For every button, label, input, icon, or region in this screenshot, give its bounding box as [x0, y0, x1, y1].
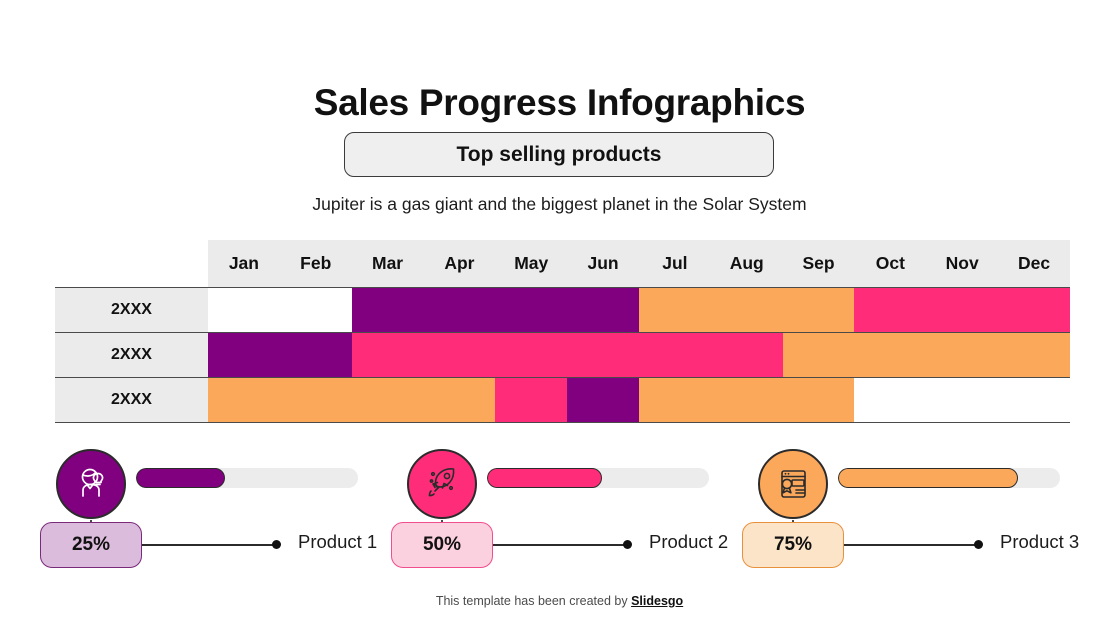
month-header-cell: Mar	[372, 253, 404, 273]
label-connector-line	[142, 544, 276, 546]
percent-badge: 50%	[391, 522, 493, 568]
product-label: Product 3	[1000, 531, 1080, 552]
gantt-divider	[55, 286, 1070, 289]
percent-value: 25%	[71, 534, 111, 555]
month-header-row: Jan Feb Mar Apr May Jun Jul Aug Sep Oct Nov Dec	[208, 240, 1070, 287]
progress-track[interactable]	[136, 468, 358, 488]
gantt-segment-empty	[854, 378, 1070, 422]
gantt-row-label: 2XXX	[55, 378, 208, 422]
gantt-segment-orange	[782, 333, 1070, 377]
gantt-divider	[55, 421, 1070, 424]
progress-track[interactable]	[487, 468, 709, 488]
label-connector-line	[844, 544, 978, 546]
progress-track[interactable]	[838, 468, 1060, 488]
product-card: 75% Product 3	[742, 444, 1102, 579]
certificate-document-icon	[758, 449, 828, 519]
page-title: Sales Progress Infographics	[313, 81, 806, 123]
gantt-chart: Jan Feb Mar Apr May Jun Jul Aug Sep Oct Nov Dec 2XX…	[55, 240, 1070, 424]
gantt-row-track	[208, 378, 1070, 422]
gantt-segment-pink	[351, 333, 783, 377]
label-connector-dot	[272, 540, 281, 549]
month-header-cell: May	[514, 253, 549, 273]
gantt-segment-orange	[638, 378, 855, 422]
slidesgo-link[interactable]: Slidesgo	[631, 594, 684, 608]
label-connector-dot	[623, 540, 632, 549]
progress-fill	[838, 468, 1018, 488]
month-header-cell: Nov	[945, 253, 979, 273]
product-label: Product 2	[649, 531, 729, 552]
product-label: Product 1	[298, 531, 378, 552]
month-header-cell: Oct	[875, 253, 905, 273]
gantt-segment-empty	[208, 288, 352, 332]
percent-badge: 25%	[40, 522, 142, 568]
month-header-cell: Jun	[587, 253, 619, 273]
percent-value: 75%	[773, 534, 813, 555]
subtitle-pill: Top selling products	[344, 132, 774, 177]
rocket-icon	[407, 449, 477, 519]
percent-value: 50%	[422, 534, 462, 555]
label-connector-dot	[974, 540, 983, 549]
gantt-row-label: 2XXX	[55, 288, 208, 332]
footer: This template has been created by Slides…	[0, 594, 1119, 608]
gantt-row: 2XXX	[55, 288, 1070, 332]
product-card: 50% Product 2	[391, 444, 751, 579]
gantt-divider	[55, 331, 1070, 334]
footer-text: This template has been created by	[435, 594, 628, 608]
subtitle-pill-label: Top selling products	[456, 142, 662, 166]
gantt-segment-purple	[208, 333, 352, 377]
progress-fill	[487, 468, 603, 488]
month-header-cell: Aug	[729, 253, 764, 273]
progress-fill	[136, 468, 225, 488]
gantt-segment-purple	[351, 288, 639, 332]
month-header-cell: Apr	[444, 253, 475, 273]
product-card: 25% Product 1	[40, 444, 400, 579]
month-header-cell: Feb	[300, 253, 332, 273]
gantt-segment-purple	[567, 378, 639, 422]
gantt-row-track	[208, 333, 1070, 377]
gantt-segment-pink	[854, 288, 1070, 332]
person-idea-icon	[56, 449, 126, 519]
gantt-row-label: 2XXX	[55, 333, 208, 377]
description-text: Jupiter is a gas giant and the biggest p…	[312, 194, 807, 214]
month-header-cell: Jul	[662, 253, 688, 273]
gantt-divider	[55, 376, 1070, 379]
gantt-segment-orange	[638, 288, 855, 332]
month-header-cell: Sep	[802, 253, 835, 273]
gantt-row: 2XXX	[55, 333, 1070, 377]
month-header-cell: Jan	[228, 253, 259, 273]
gantt-segment-pink	[495, 378, 568, 422]
gantt-segment-orange	[208, 378, 496, 422]
percent-badge: 75%	[742, 522, 844, 568]
label-connector-line	[493, 544, 627, 546]
gantt-row: 2XXX	[55, 378, 1070, 422]
month-header-cell: Dec	[1017, 253, 1051, 273]
gantt-row-track	[208, 288, 1070, 332]
